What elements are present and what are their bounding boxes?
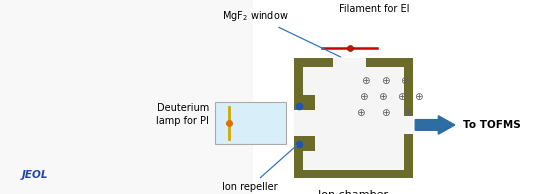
Bar (214, 102, 286, 144)
Text: ⊕: ⊕ (403, 107, 411, 118)
Text: MgF$_2$ window: MgF$_2$ window (222, 9, 340, 57)
Bar (404, 116, 412, 134)
Bar (303, 95, 315, 110)
Text: Filament for EI: Filament for EI (339, 3, 410, 14)
Text: ⊕: ⊕ (356, 107, 365, 118)
Bar (294, 58, 412, 178)
Text: ⊕: ⊕ (359, 92, 367, 102)
Text: ⊕: ⊕ (361, 76, 370, 87)
Text: ⊕: ⊕ (414, 92, 422, 102)
Text: Deuterium
lamp for PI: Deuterium lamp for PI (156, 103, 209, 126)
Text: ⊕: ⊕ (397, 92, 406, 102)
Bar (333, 58, 366, 67)
Bar (0, 0, 253, 194)
Text: Ion chamber: Ion chamber (318, 190, 388, 194)
Bar (303, 136, 315, 151)
Bar (294, 110, 303, 136)
FancyArrow shape (415, 116, 455, 134)
Text: ⊕: ⊕ (381, 76, 389, 87)
Text: ⊕: ⊕ (400, 76, 409, 87)
Text: To TOFMS: To TOFMS (463, 120, 521, 130)
Bar (303, 67, 404, 170)
Text: JEOL: JEOL (22, 170, 48, 180)
Text: ⊕: ⊕ (381, 107, 389, 118)
Text: ⊕: ⊕ (378, 92, 387, 102)
Text: Ion repeller: Ion repeller (222, 146, 296, 192)
